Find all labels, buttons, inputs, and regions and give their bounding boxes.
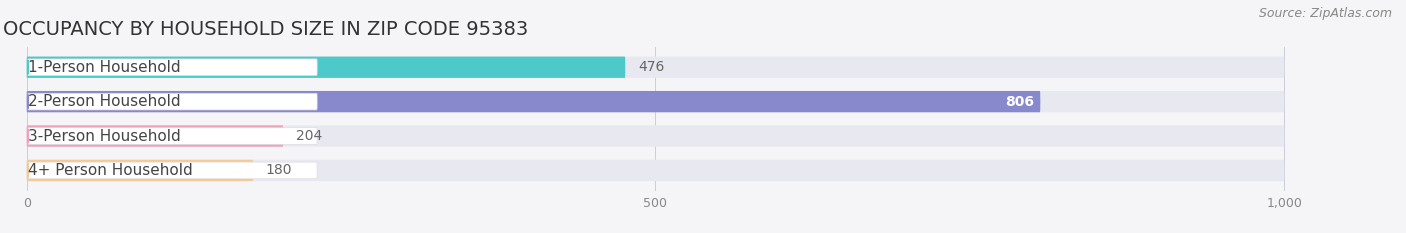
Text: 2-Person Household: 2-Person Household — [28, 94, 181, 109]
Text: 180: 180 — [266, 163, 292, 177]
FancyBboxPatch shape — [27, 91, 1040, 112]
Text: Source: ZipAtlas.com: Source: ZipAtlas.com — [1258, 7, 1392, 20]
FancyBboxPatch shape — [27, 125, 283, 147]
Text: 476: 476 — [638, 60, 664, 74]
FancyBboxPatch shape — [27, 160, 253, 181]
FancyBboxPatch shape — [28, 93, 318, 110]
FancyBboxPatch shape — [27, 160, 1284, 181]
Text: OCCUPANCY BY HOUSEHOLD SIZE IN ZIP CODE 95383: OCCUPANCY BY HOUSEHOLD SIZE IN ZIP CODE … — [3, 21, 529, 39]
Text: 204: 204 — [295, 129, 322, 143]
Text: 1-Person Household: 1-Person Household — [28, 60, 181, 75]
FancyBboxPatch shape — [27, 125, 1284, 147]
FancyBboxPatch shape — [28, 59, 318, 75]
Text: 806: 806 — [1005, 95, 1033, 109]
FancyBboxPatch shape — [27, 57, 1284, 78]
FancyBboxPatch shape — [27, 57, 626, 78]
Text: 3-Person Household: 3-Person Household — [28, 129, 181, 144]
Text: 4+ Person Household: 4+ Person Household — [28, 163, 193, 178]
FancyBboxPatch shape — [27, 91, 1284, 112]
FancyBboxPatch shape — [28, 128, 318, 144]
FancyBboxPatch shape — [28, 162, 318, 179]
